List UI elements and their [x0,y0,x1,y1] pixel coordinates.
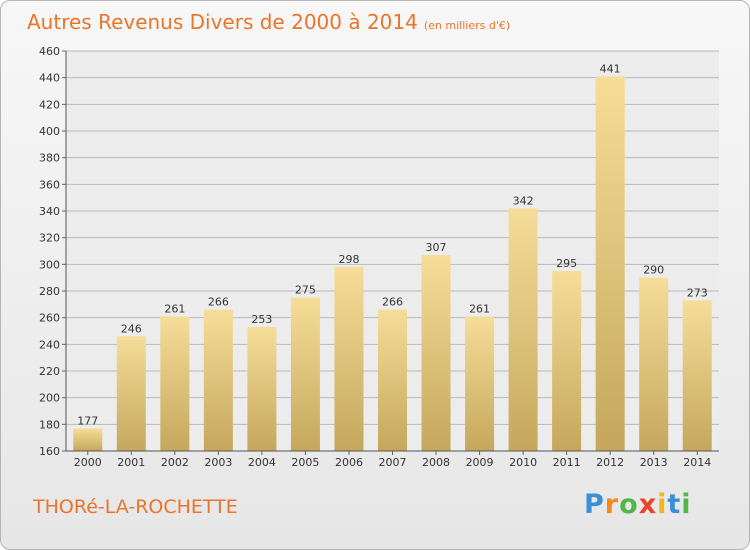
bar-value-label: 441 [600,62,621,75]
bar-value-label: 342 [513,194,534,207]
bar-value-label: 261 [164,302,185,315]
bar [116,336,146,451]
bar [290,297,320,451]
y-tick-label: 460 [39,45,60,58]
y-tick-label: 240 [39,338,60,351]
logo-letter: r [604,489,620,520]
logo-letter: i [681,489,692,520]
x-tick-label: 2004 [248,456,276,469]
bar-value-label: 275 [295,284,316,297]
logo-letter: o [619,489,639,520]
x-tick-label: 2005 [291,456,319,469]
bar-value-label: 307 [426,241,447,254]
bar-value-label: 273 [687,286,708,299]
bar [73,428,103,451]
bar [595,76,625,451]
logo-letter: P [584,489,605,520]
bar [639,277,669,451]
bar [247,327,277,451]
bar-value-label: 290 [643,264,664,277]
y-tick-label: 320 [39,232,60,245]
bar [508,208,538,451]
logo-letter: t [667,489,682,520]
bar [160,316,190,451]
chart-title-text: Autres Revenus Divers de 2000 à 2014 [27,10,418,34]
bar-value-label: 261 [469,302,490,315]
x-tick-label: 2001 [117,456,145,469]
x-tick-label: 2008 [422,456,450,469]
bar-value-label: 177 [77,414,98,427]
y-tick-label: 280 [39,285,60,298]
bar-value-label: 298 [338,253,359,266]
x-tick-label: 2003 [204,456,232,469]
y-tick-label: 360 [39,178,60,191]
city-name: THORé-LA-ROCHETTE [33,496,238,518]
chart-title: Autres Revenus Divers de 2000 à 2014 (en … [27,10,510,34]
y-tick-label: 260 [39,312,60,325]
x-tick-label: 2009 [466,456,494,469]
x-tick-label: 2013 [640,456,668,469]
x-tick-label: 2011 [553,456,581,469]
bar-value-label: 246 [121,322,142,335]
y-tick-label: 400 [39,125,60,138]
y-tick-label: 380 [39,152,60,165]
bar [421,255,451,451]
logo-letter: i [657,489,668,520]
bar-value-label: 295 [556,257,577,270]
y-tick-label: 180 [39,418,60,431]
y-tick-label: 420 [39,98,60,111]
y-tick-label: 200 [39,392,60,405]
y-tick-label: 220 [39,365,60,378]
bar-value-label: 266 [382,296,403,309]
y-tick-label: 160 [39,445,60,458]
x-tick-label: 2010 [509,456,537,469]
bar [465,316,495,451]
bar [552,271,582,451]
chart-subtitle: (en milliers d'€) [423,19,511,32]
bar-value-label: 266 [208,296,229,309]
y-tick-label: 300 [39,258,60,271]
bar [682,300,712,451]
bar [203,309,233,451]
bar [378,309,407,451]
x-tick-label: 2007 [379,456,407,469]
bar-value-label: 253 [251,313,272,326]
x-tick-label: 2002 [161,456,189,469]
y-tick-label: 440 [39,72,60,85]
y-tick-label: 340 [39,205,60,218]
proxiti-logo: Proxiti [584,489,692,520]
x-tick-label: 2014 [683,456,711,469]
x-tick-label: 2006 [335,456,363,469]
bar [334,267,364,451]
x-tick-label: 2000 [74,456,102,469]
x-tick-label: 2012 [596,456,624,469]
logo-letter: x [638,489,658,520]
